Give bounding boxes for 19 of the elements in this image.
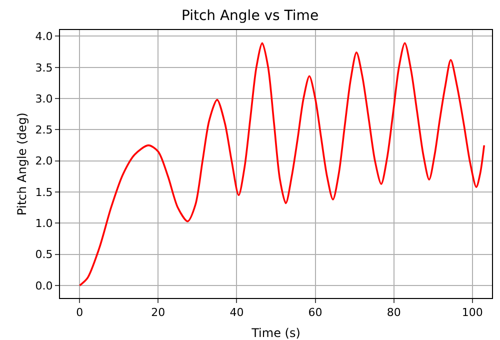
x-tick-label: 60 [308,306,322,320]
x-axis-title: Time (s) [250,326,300,340]
y-tick-label: 0.0 [35,279,53,292]
x-tick-label: 100 [462,306,483,320]
y-tick-label: 0.5 [35,248,53,262]
line-series [78,42,486,286]
x-tick-label: 20 [151,306,166,320]
x-tick-label: 0 [76,306,84,320]
x-tick-label: 80 [386,306,401,320]
y-tick-label: 3.0 [35,92,53,106]
y-tick-label: 2.5 [35,124,53,137]
y-tick-label: 4.0 [35,30,53,44]
y-axis-title: Pitch Angle (deg) [15,112,29,216]
y-tick-label: 2.0 [35,154,53,168]
y-tick-label: 3.5 [35,61,53,74]
chart-title: Pitch Angle vs Time [181,8,319,24]
y-tick-label: 1.0 [35,217,53,230]
y-tick-label: 1.5 [35,186,53,199]
x-tick-label: 40 [230,306,244,320]
